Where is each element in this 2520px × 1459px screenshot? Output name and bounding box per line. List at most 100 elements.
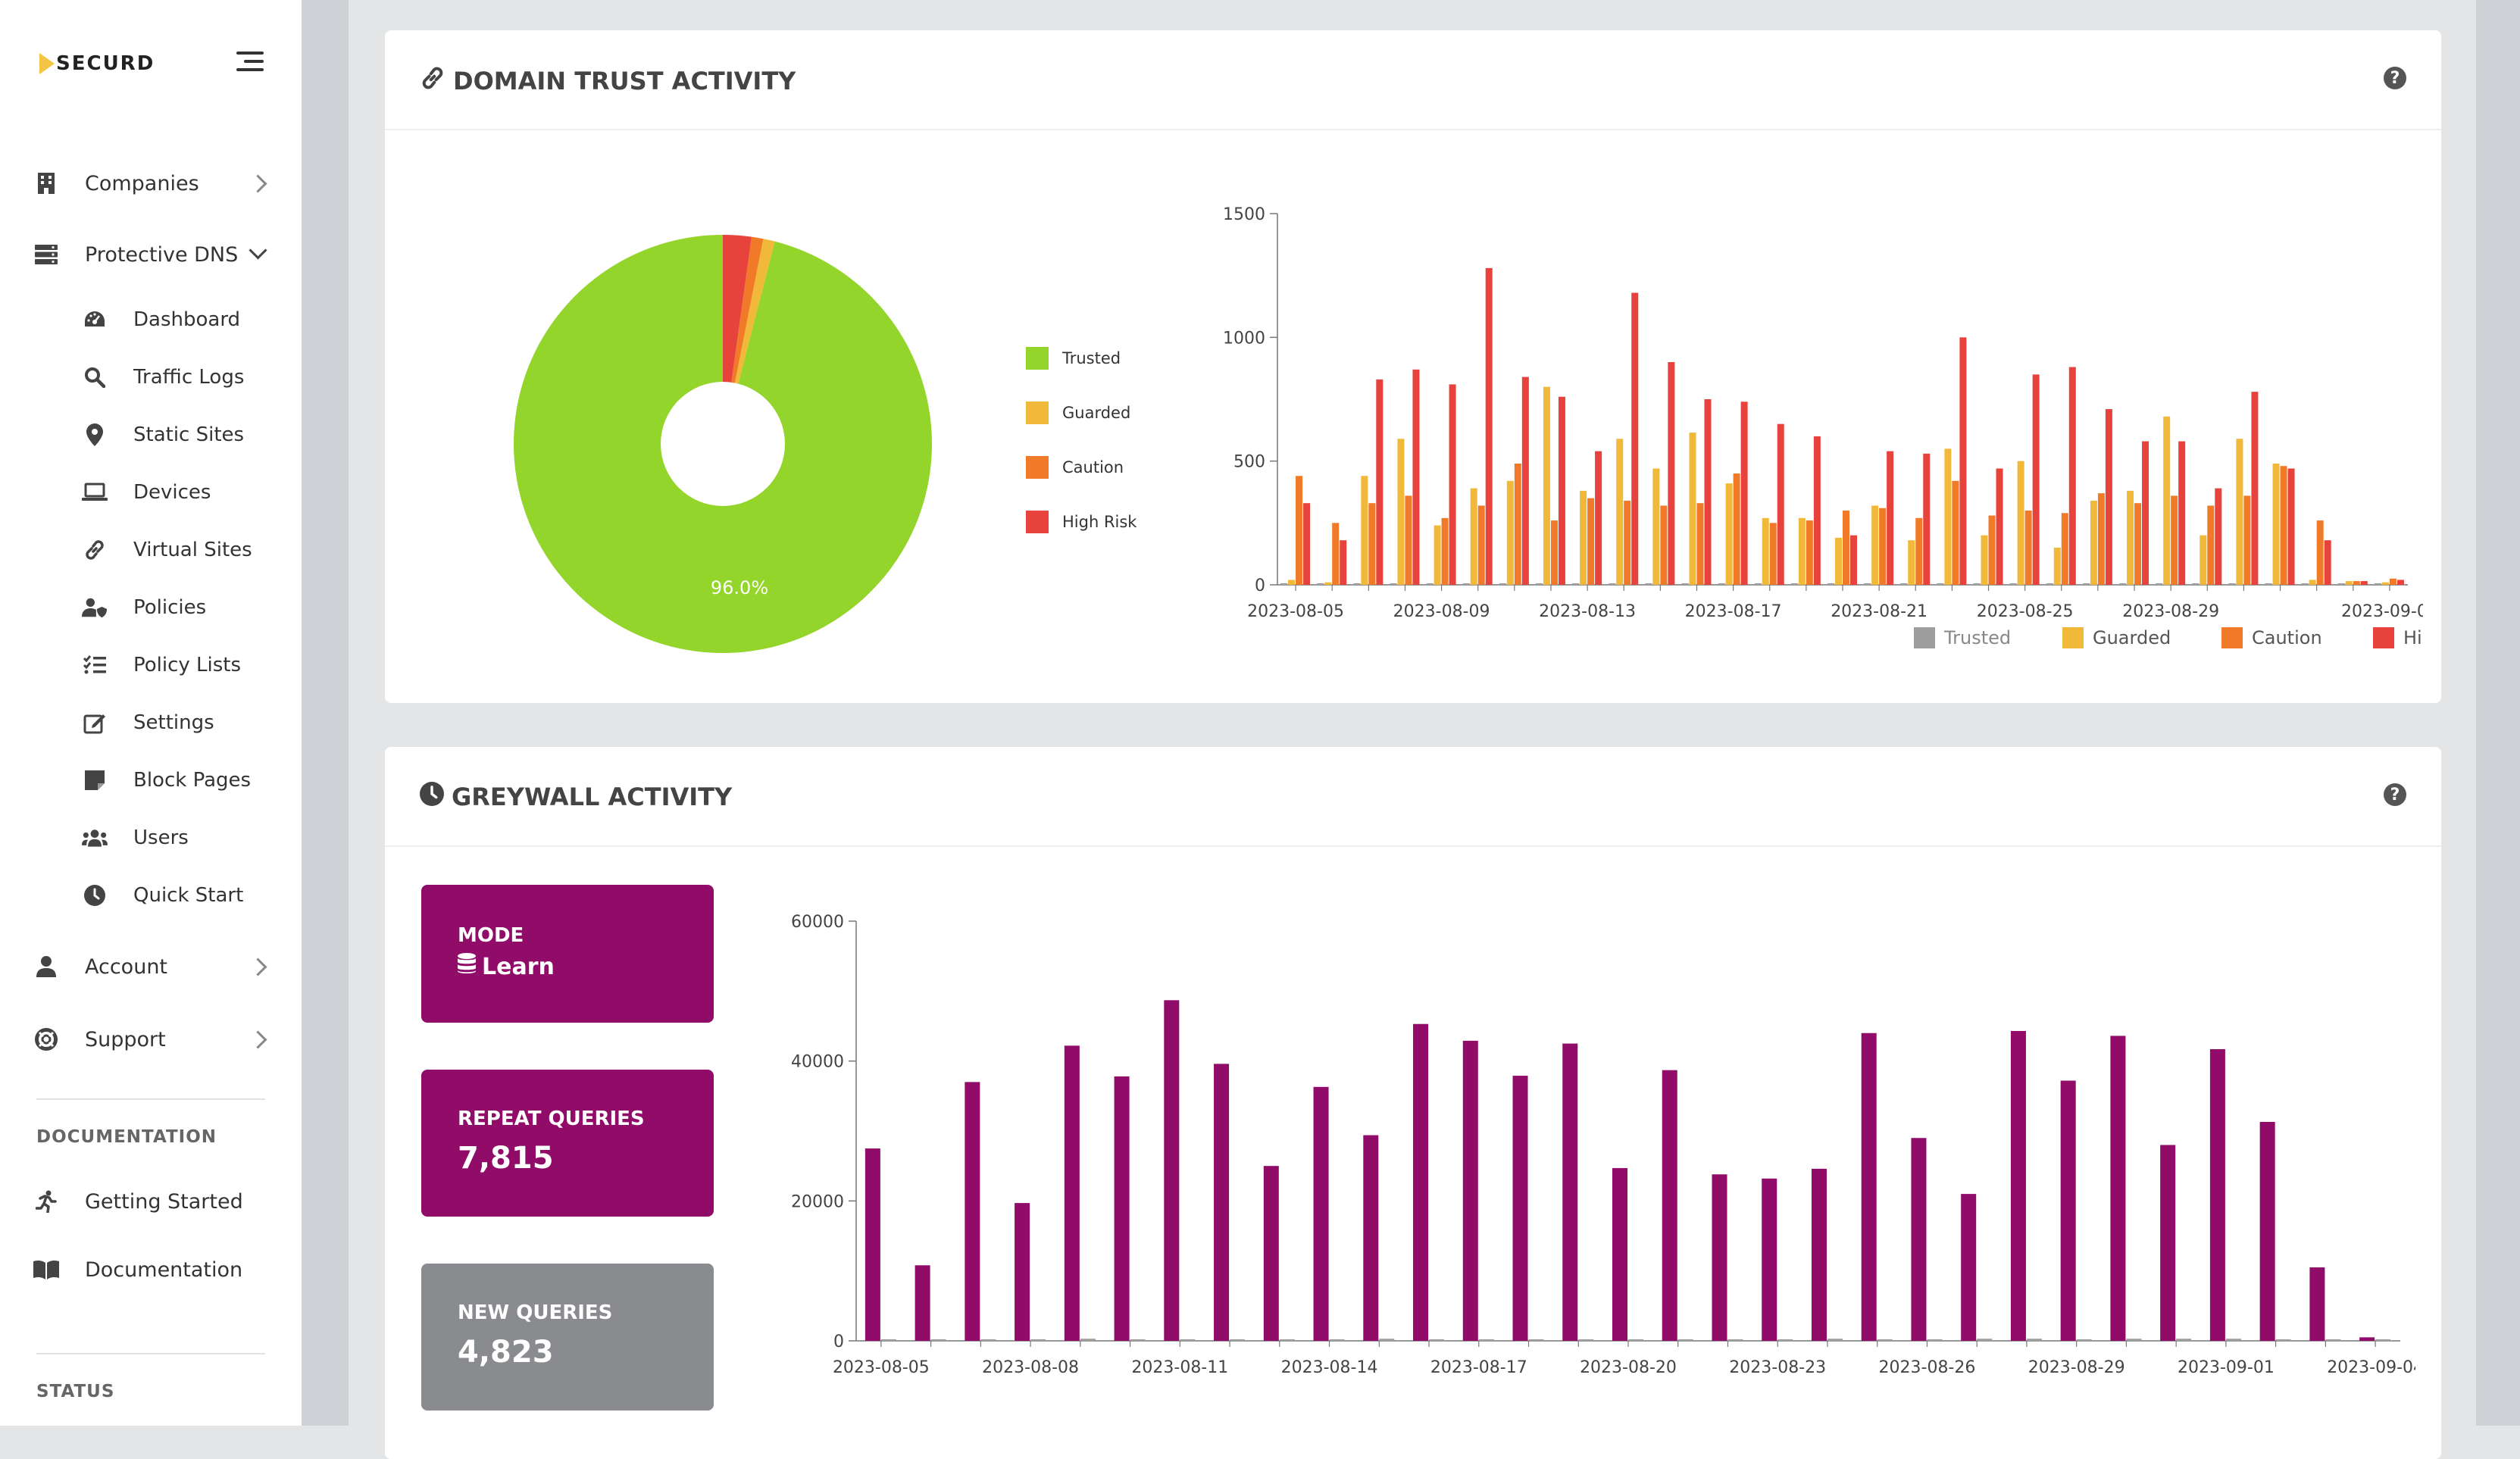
x-tick-label: 2023-08-29: [2028, 1358, 2125, 1377]
bar: [2178, 441, 2186, 585]
sidebar-item-account[interactable]: Account: [0, 945, 302, 988]
bar: [2309, 580, 2316, 585]
y-tick-label: 0: [1255, 576, 1265, 595]
bar: [1798, 517, 1806, 585]
bar: [2061, 513, 2068, 585]
bar: [1811, 1168, 1827, 1341]
repeat-queries-value: 7,815: [458, 1141, 554, 1176]
bar: [1645, 583, 1652, 585]
greywall-card: GREYWALL ACTIVITY ? 0 20000 40000 60000 2023…: [385, 747, 2441, 1459]
sidebar-item-virtual-sites[interactable]: Virtual Sites: [0, 529, 302, 571]
sidebar-divider: [36, 1353, 265, 1354]
bar: [2272, 463, 2280, 585]
sidebar-item-policy-lists[interactable]: Policy Lists: [0, 644, 302, 686]
sidebar-item-label: Devices: [133, 481, 211, 504]
bar: [1631, 292, 1639, 585]
bar: [1677, 1339, 1693, 1341]
legend-label: Trusted: [1943, 627, 2011, 648]
bar: [1164, 1000, 1180, 1341]
bar: [2389, 578, 2397, 585]
bar: [1363, 1135, 1379, 1341]
bar: [1506, 480, 1514, 585]
bar: [1877, 1339, 1893, 1341]
bar: [2009, 583, 2017, 585]
legend-swatch: [2221, 627, 2243, 648]
help-icon[interactable]: ?: [2384, 783, 2406, 806]
bar: [1462, 583, 1470, 585]
bar: [2275, 1339, 2291, 1341]
bar: [1296, 476, 1303, 585]
edit-icon: [82, 710, 108, 736]
y-tick-label: 0: [833, 1332, 844, 1351]
legend-label: Caution: [1062, 458, 1124, 476]
bar: [930, 1339, 946, 1341]
x-tick-label: 2023-08-05: [1247, 602, 1344, 621]
y-tick-label: 60000: [791, 913, 844, 932]
bar: [2209, 1048, 2225, 1341]
x-tick-label: 2023-08-09: [1393, 602, 1490, 621]
bar: [2024, 511, 2032, 585]
brand-name: SECURD: [56, 52, 155, 75]
bar: [1214, 1064, 1230, 1341]
legend-swatch: [1026, 456, 1049, 479]
bar: [2076, 1339, 2092, 1341]
legend-label: Guarded: [1062, 404, 1130, 422]
building-icon: [33, 170, 59, 196]
bar: [1806, 520, 1813, 585]
sidebar-item-traffic-logs[interactable]: Traffic Logs: [0, 356, 302, 398]
bar: [1499, 583, 1506, 585]
bar: [1612, 1167, 1627, 1341]
bar: [2032, 374, 2040, 585]
mode-value: Learn: [458, 953, 555, 980]
sidebar-item-label: Settings: [133, 711, 214, 734]
bar: [1777, 1339, 1793, 1341]
bar: [1030, 1339, 1046, 1341]
sidebar-item-policies[interactable]: Policies: [0, 586, 302, 629]
new-queries-tile: NEW QUERIES 4,823: [421, 1264, 714, 1411]
sidebar-item-dashboard[interactable]: Dashboard: [0, 298, 302, 341]
bar: [1652, 468, 1660, 585]
help-icon[interactable]: ?: [2384, 67, 2406, 89]
sidebar-item-support[interactable]: Support: [0, 1018, 302, 1061]
sidebar-item-documentation[interactable]: Documentation: [0, 1248, 302, 1291]
menu-toggle-icon[interactable]: [236, 52, 264, 74]
legend-swatch: [2062, 627, 2084, 648]
sidebar-item-block-pages[interactable]: Block Pages: [0, 759, 302, 801]
sidebar-item-settings[interactable]: Settings: [0, 701, 302, 744]
brand-logo[interactable]: SECURD: [39, 48, 155, 79]
bar: [1353, 583, 1361, 585]
bar: [2228, 583, 2236, 585]
x-tick-label: 2023-08-14: [1281, 1358, 1378, 1377]
bar: [1528, 1339, 1544, 1341]
sidebar-item-protective-dns[interactable]: Protective DNS: [0, 233, 302, 276]
mode-title: MODE: [458, 924, 524, 947]
bar: [2251, 392, 2259, 585]
page-right-edge: [2476, 0, 2520, 1426]
sidebar-item-static-sites[interactable]: Static Sites: [0, 414, 302, 456]
bar: [1624, 500, 1631, 585]
x-tick-label: 2023-08-26: [1879, 1358, 1976, 1377]
bar: [2068, 367, 2076, 585]
sidebar-item-companies[interactable]: Companies: [0, 162, 302, 205]
bar: [2160, 1145, 2176, 1341]
sidebar-item-getting-started[interactable]: Getting Started: [0, 1180, 302, 1223]
book-icon: [33, 1257, 59, 1282]
bar: [1512, 1076, 1528, 1341]
bar: [1843, 511, 1849, 585]
sidebar-item-devices[interactable]: Devices: [0, 471, 302, 514]
sidebar-item-users[interactable]: Users: [0, 817, 302, 859]
sidebar-item-label: Block Pages: [133, 769, 252, 792]
bar: [2163, 416, 2171, 585]
bar: [1580, 490, 1587, 585]
x-tick-label: 2023-09-04: [2341, 602, 2423, 621]
legend-label: Caution: [2252, 627, 2322, 648]
bar: [2192, 583, 2200, 585]
bar: [880, 1339, 896, 1341]
bar: [1114, 1076, 1130, 1341]
sidebar-item-quick-start[interactable]: Quick Start: [0, 874, 302, 917]
bar: [1827, 583, 1834, 585]
bar: [1313, 1086, 1329, 1341]
card-separator: [385, 129, 2441, 130]
bar: [1390, 583, 1397, 585]
bar: [1952, 480, 1959, 585]
